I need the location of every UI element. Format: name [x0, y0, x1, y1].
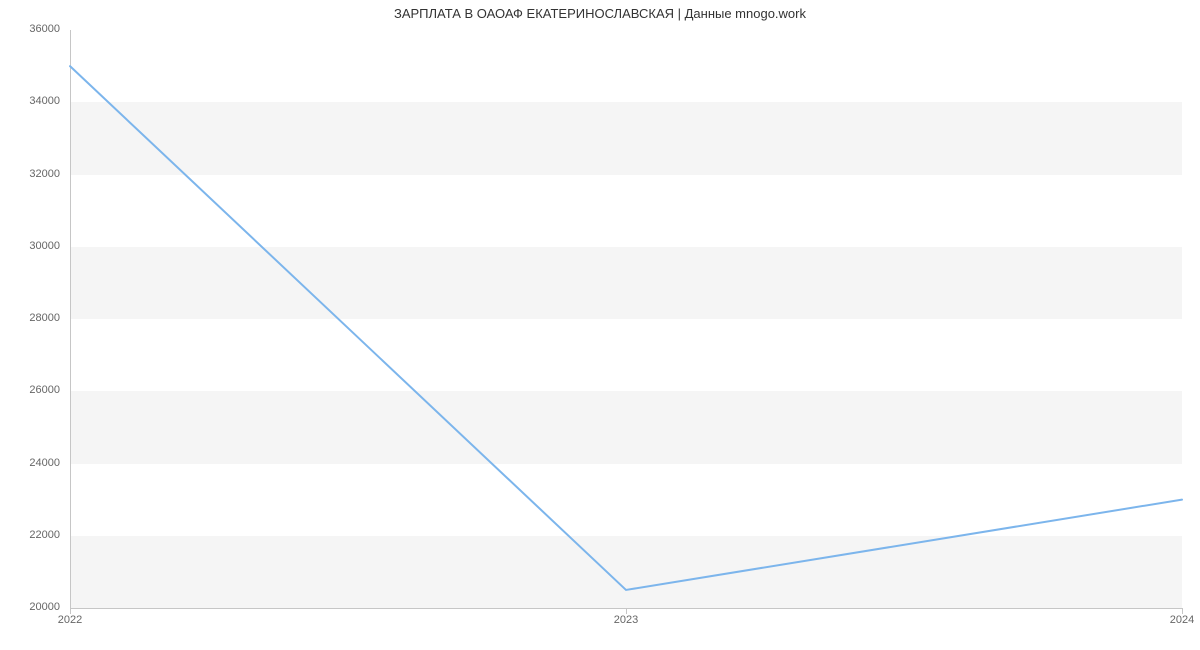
y-tick-label: 22000 [0, 529, 60, 541]
series-line-salary [70, 66, 1182, 590]
y-tick-label: 20000 [0, 601, 60, 613]
x-tick-label: 2024 [1170, 614, 1194, 626]
y-tick-label: 36000 [0, 23, 60, 35]
x-tick-label: 2023 [614, 614, 638, 626]
line-layer [70, 30, 1182, 608]
x-tick-label: 2022 [58, 614, 82, 626]
plot-area [70, 30, 1182, 608]
y-tick-label: 34000 [0, 95, 60, 107]
y-tick-label: 32000 [0, 168, 60, 180]
salary-line-chart: ЗАРПЛАТА В ОАОАФ ЕКАТЕРИНОСЛАВСКАЯ | Дан… [0, 0, 1200, 650]
y-tick-label: 24000 [0, 457, 60, 469]
y-tick-label: 28000 [0, 312, 60, 324]
y-tick-label: 26000 [0, 384, 60, 396]
y-tick-label: 30000 [0, 240, 60, 252]
chart-title: ЗАРПЛАТА В ОАОАФ ЕКАТЕРИНОСЛАВСКАЯ | Дан… [0, 6, 1200, 21]
